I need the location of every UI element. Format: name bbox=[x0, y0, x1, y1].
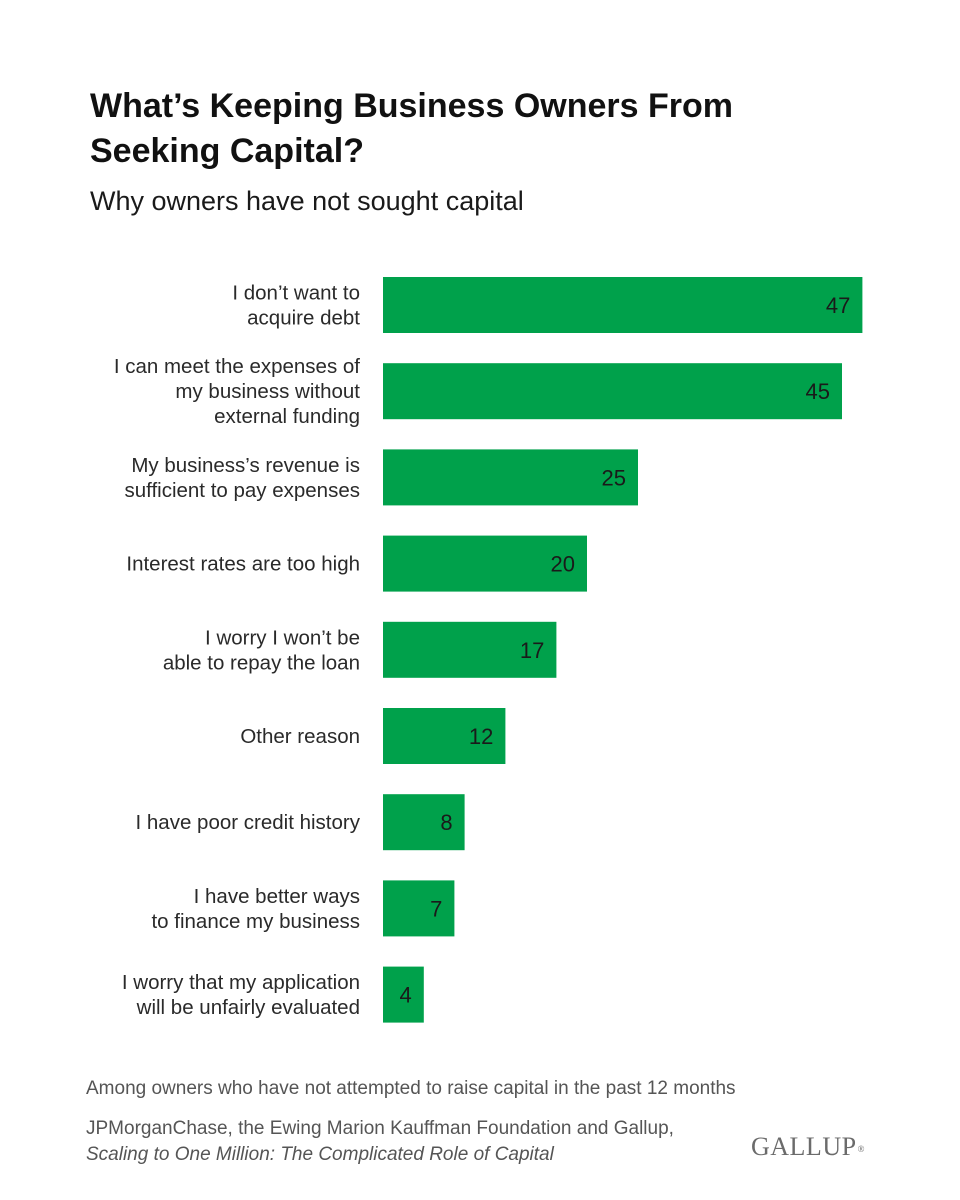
logo-text: GALLUP bbox=[751, 1132, 857, 1161]
footnote: Among owners who have not attempted to r… bbox=[86, 1078, 736, 1099]
category-label-8: I worry that my application will be unfai… bbox=[122, 971, 360, 1019]
source-publication: Scaling to One Million: The Complicated … bbox=[86, 1144, 554, 1165]
chart-subtitle: Why owners have not sought capital bbox=[90, 186, 524, 216]
bar-0 bbox=[383, 277, 863, 333]
bar-8 bbox=[383, 966, 424, 1023]
value-label-0: 47 bbox=[826, 293, 850, 318]
registered-mark: ® bbox=[857, 1144, 865, 1154]
source-prefix: JPMorganChase, the Ewing Marion Kauffman… bbox=[86, 1118, 674, 1139]
category-label-6: I have poor credit history bbox=[136, 811, 361, 834]
category-label-7: I have better ways to finance my business bbox=[151, 885, 360, 933]
chart-title: What’s Keeping Business Owners From Seek… bbox=[90, 87, 733, 170]
category-label-0: I don’t want to acquire debt bbox=[232, 282, 360, 330]
source-citation: JPMorganChase, the Ewing Marion Kauffman… bbox=[86, 1116, 686, 1168]
category-label-3: Interest rates are too high bbox=[126, 553, 360, 576]
bar-2 bbox=[383, 449, 638, 506]
value-label-3: 20 bbox=[551, 552, 575, 577]
category-label-2: My business’s revenue is sufficient to pa… bbox=[124, 454, 360, 502]
value-label-7: 7 bbox=[430, 896, 442, 921]
category-label-4: I worry I won’t be able to repay the loan bbox=[163, 626, 360, 674]
value-label-1: 45 bbox=[806, 379, 830, 404]
value-label-4: 17 bbox=[520, 638, 544, 663]
bar-1 bbox=[383, 363, 842, 420]
bar-4 bbox=[383, 621, 557, 678]
gallup-logo: GALLUP® bbox=[751, 1133, 865, 1161]
bar-5 bbox=[383, 708, 506, 764]
category-label-5: Other reason bbox=[240, 725, 360, 748]
bar-3 bbox=[383, 535, 587, 592]
value-label-6: 8 bbox=[440, 810, 452, 835]
value-label-5: 12 bbox=[469, 724, 493, 749]
bar-6 bbox=[383, 794, 465, 851]
value-label-2: 25 bbox=[602, 465, 626, 490]
bar-7 bbox=[383, 880, 455, 937]
value-label-8: 4 bbox=[400, 983, 412, 1008]
category-label-1: I can meet the expenses of my business wi… bbox=[114, 355, 360, 428]
